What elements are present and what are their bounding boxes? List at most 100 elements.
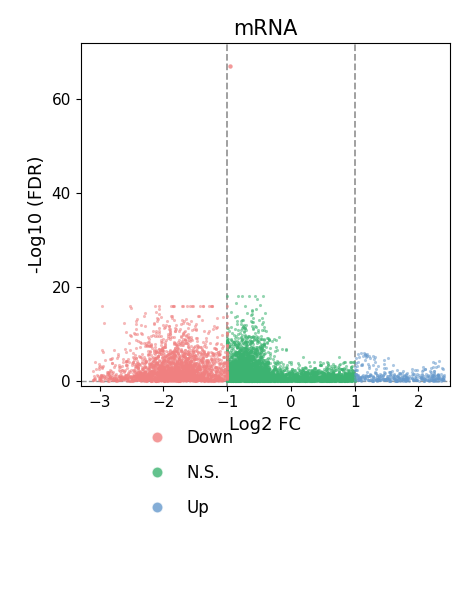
Point bbox=[225, 366, 233, 376]
Point bbox=[237, 375, 245, 384]
Point bbox=[245, 368, 252, 378]
Point bbox=[171, 326, 179, 336]
Point bbox=[225, 371, 232, 381]
Point bbox=[236, 370, 243, 379]
Point bbox=[243, 360, 250, 370]
Point bbox=[163, 375, 170, 385]
Point bbox=[251, 368, 259, 378]
Point bbox=[301, 368, 309, 378]
Point bbox=[279, 370, 287, 379]
Point bbox=[207, 338, 214, 348]
Point bbox=[146, 355, 153, 365]
Point bbox=[228, 372, 236, 382]
Point bbox=[280, 376, 287, 386]
Point bbox=[253, 376, 261, 386]
Point bbox=[144, 337, 152, 347]
Point bbox=[161, 373, 168, 383]
Point bbox=[181, 369, 189, 379]
Point bbox=[121, 367, 128, 377]
Point bbox=[245, 362, 252, 372]
Point bbox=[345, 371, 352, 381]
Point bbox=[240, 375, 248, 385]
Point bbox=[261, 374, 268, 384]
Point bbox=[292, 374, 300, 384]
Point bbox=[244, 356, 252, 365]
Point bbox=[247, 373, 255, 382]
Point bbox=[232, 373, 240, 382]
Point bbox=[258, 368, 265, 378]
Point bbox=[245, 375, 252, 384]
Point bbox=[218, 373, 225, 382]
Point bbox=[301, 367, 309, 377]
Point bbox=[239, 359, 247, 369]
Point bbox=[177, 370, 185, 379]
Point bbox=[256, 364, 264, 373]
Point bbox=[316, 373, 324, 382]
Point bbox=[246, 368, 253, 378]
Point bbox=[164, 374, 172, 384]
Point bbox=[239, 363, 247, 373]
Point bbox=[176, 376, 183, 386]
Point bbox=[254, 373, 262, 383]
Point bbox=[166, 359, 174, 368]
Point bbox=[354, 374, 362, 384]
Point bbox=[197, 375, 204, 384]
Point bbox=[190, 357, 197, 367]
Point bbox=[238, 373, 246, 382]
Point bbox=[249, 342, 257, 352]
Point bbox=[129, 371, 137, 381]
Point bbox=[181, 335, 189, 345]
Point bbox=[244, 376, 251, 386]
Point bbox=[268, 374, 276, 384]
Point bbox=[230, 349, 238, 359]
Point bbox=[252, 364, 260, 373]
Point bbox=[195, 373, 203, 383]
Point bbox=[252, 367, 259, 377]
Point bbox=[332, 373, 339, 383]
Point bbox=[242, 373, 249, 383]
Point bbox=[151, 376, 159, 386]
Point bbox=[194, 362, 201, 372]
Point bbox=[341, 373, 349, 383]
Point bbox=[160, 367, 167, 376]
Point bbox=[367, 369, 374, 379]
Point bbox=[285, 371, 292, 381]
Point bbox=[224, 370, 232, 380]
Point bbox=[438, 363, 446, 373]
Point bbox=[225, 342, 232, 352]
Point bbox=[172, 375, 179, 385]
Point bbox=[271, 362, 279, 371]
Point bbox=[259, 371, 267, 381]
Point bbox=[169, 375, 177, 385]
Point bbox=[166, 345, 173, 354]
Point bbox=[247, 375, 255, 385]
Point bbox=[291, 375, 299, 385]
Point bbox=[260, 372, 268, 382]
Point bbox=[228, 362, 235, 371]
Point bbox=[237, 370, 244, 380]
Point bbox=[108, 353, 116, 362]
Point bbox=[303, 373, 310, 382]
Point bbox=[236, 369, 243, 379]
Point bbox=[305, 373, 312, 383]
Point bbox=[223, 359, 231, 368]
Point bbox=[284, 375, 292, 384]
Point bbox=[247, 371, 255, 381]
Point bbox=[248, 367, 256, 376]
Point bbox=[225, 368, 233, 378]
Point bbox=[280, 375, 288, 385]
Point bbox=[344, 376, 351, 386]
Point bbox=[246, 368, 254, 378]
Point bbox=[147, 375, 155, 385]
Point bbox=[399, 374, 407, 384]
Point bbox=[191, 370, 198, 380]
Point bbox=[223, 375, 231, 385]
Point bbox=[256, 363, 264, 373]
Point bbox=[265, 364, 273, 373]
Point bbox=[155, 370, 162, 380]
Point bbox=[236, 369, 244, 379]
Point bbox=[169, 373, 177, 382]
Point bbox=[238, 370, 246, 380]
Point bbox=[256, 372, 264, 382]
Point bbox=[223, 375, 231, 385]
